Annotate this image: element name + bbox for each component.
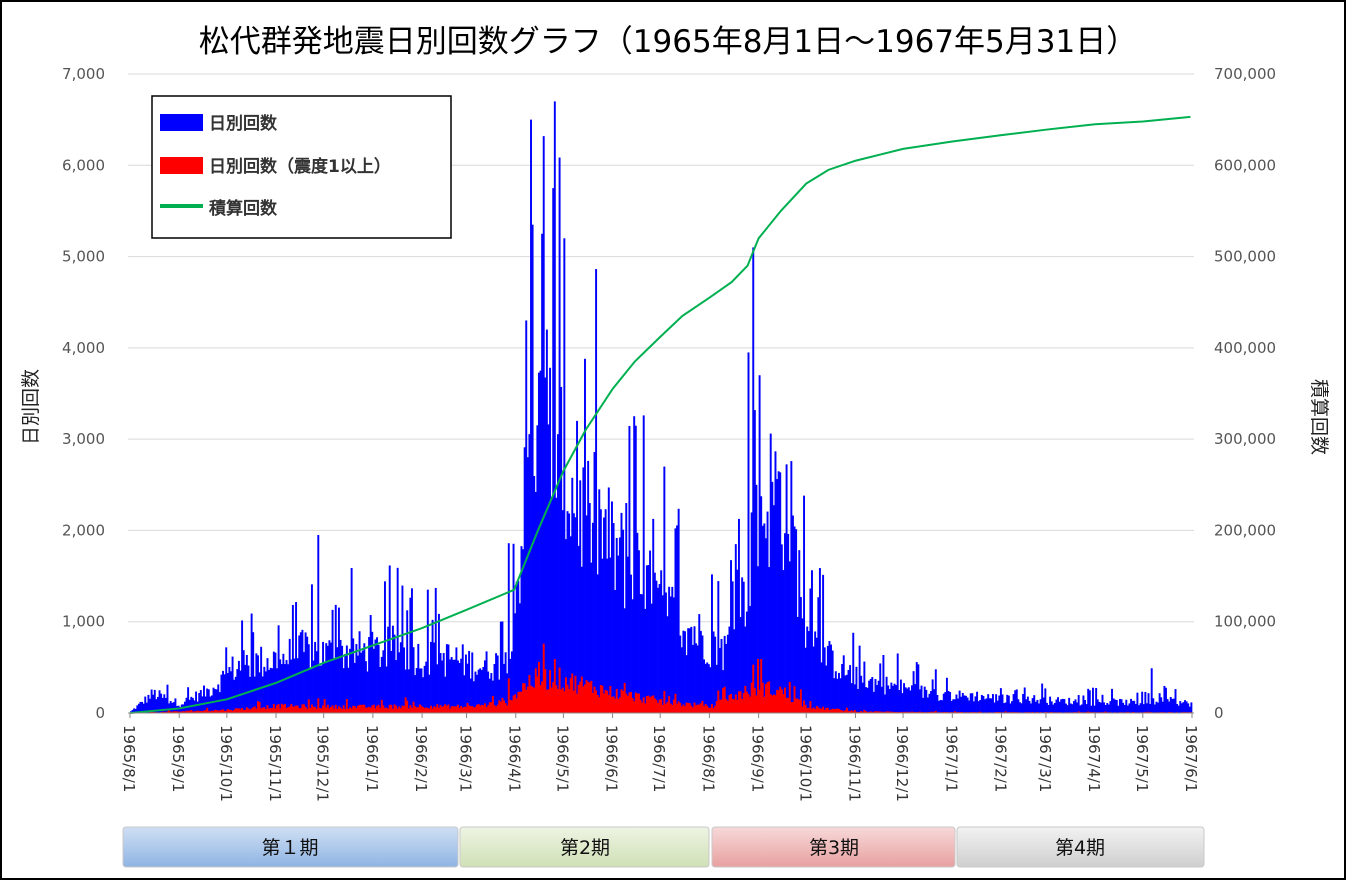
x-tick-label: 1967/6/1: [1182, 725, 1200, 792]
y-tick-label: 1,000: [62, 613, 105, 631]
phase-2-label: 第2期: [560, 837, 610, 859]
x-tick-label: 1966/3/1: [457, 725, 475, 792]
y-tick-label: 6,000: [62, 156, 105, 174]
y-axis-label: 日別回数: [20, 369, 42, 445]
x-tick-label: 1966/12/1: [893, 725, 911, 802]
y2-tick-label: 300,000: [1214, 430, 1276, 448]
legend-swatch-felt: [160, 157, 203, 174]
daily-bar: [1190, 702, 1192, 713]
y2-tick-label: 100,000: [1214, 613, 1276, 631]
phase-4-label: 第4期: [1055, 837, 1105, 859]
legend-swatch-daily: [160, 114, 203, 131]
x-tick-label: 1967/1/1: [942, 725, 960, 792]
x-tick-label: 1966/8/1: [699, 725, 717, 792]
y-tick-label: 5,000: [62, 248, 105, 266]
x-tick-label: 1965/10/1: [217, 725, 235, 802]
y-tick-label: 0: [95, 704, 105, 722]
y2-tick-label: 500,000: [1214, 248, 1276, 266]
x-tick-label: 1965/8/1: [120, 725, 138, 792]
x-tick-label: 1967/4/1: [1085, 725, 1103, 792]
phase-bars: 第１期 第2期 第3期 第4期: [123, 827, 1204, 867]
phase-3-label: 第3期: [809, 837, 859, 859]
x-tick-label: 1967/3/1: [1036, 725, 1054, 792]
x-tick-label: 1966/1/1: [363, 725, 381, 792]
x-tick-label: 1967/5/1: [1133, 725, 1151, 792]
legend-label-felt: 日別回数（震度1以上）: [209, 156, 391, 177]
y-tick-label: 4,000: [62, 339, 105, 357]
y2-tick-label: 0: [1214, 704, 1224, 722]
y-axis-ticks: 0 1,000 2,000 3,000 4,000 5,000 6,000 7,000: [62, 65, 105, 722]
legend-label-daily: 日別回数: [209, 113, 278, 134]
y-tick-label: 7,000: [62, 65, 105, 83]
x-tick-label: 1967/2/1: [992, 725, 1010, 792]
y2-tick-label: 600,000: [1214, 156, 1276, 174]
legend-swatch-cumulative: [160, 204, 203, 208]
y2-axis-ticks: 0 100,000 200,000 300,000 400,000 500,000 600,…: [1214, 65, 1276, 722]
y2-tick-label: 700,000: [1214, 65, 1276, 83]
x-tick-label: 1965/11/1: [266, 725, 284, 802]
y-tick-label: 3,000: [62, 430, 105, 448]
x-tick-label: 1966/10/1: [796, 725, 814, 802]
x-tick-label: 1965/12/1: [314, 725, 332, 802]
chart-title: 松代群発地震日別回数グラフ（1965年8月1日～1967年5月31日）: [199, 24, 1137, 60]
x-tick-label: 1966/6/1: [603, 725, 621, 792]
y-tick-label: 2,000: [62, 521, 105, 539]
x-axis-ticks: 1965/8/1 1965/9/1 1965/10/1 1965/11/1 1965/1…: [120, 713, 1200, 802]
x-tick-label: 1966/2/1: [412, 725, 430, 792]
phase-1-label: 第１期: [261, 837, 318, 859]
x-tick-label: 1966/5/1: [553, 725, 571, 792]
x-tick-label: 1966/4/1: [506, 725, 524, 792]
legend-label-cumulative: 積算回数: [209, 198, 278, 219]
y2-axis-label: 積算回数: [1308, 379, 1330, 455]
x-tick-label: 1965/9/1: [169, 725, 187, 792]
y2-tick-label: 200,000: [1214, 521, 1276, 539]
legend: 日別回数 日別回数（震度1以上） 積算回数: [152, 96, 451, 238]
x-tick-label: 1966/11/1: [845, 725, 863, 802]
x-tick-label: 1966/9/1: [749, 725, 767, 792]
y2-tick-label: 400,000: [1214, 339, 1276, 357]
x-tick-label: 1966/7/1: [650, 725, 668, 792]
